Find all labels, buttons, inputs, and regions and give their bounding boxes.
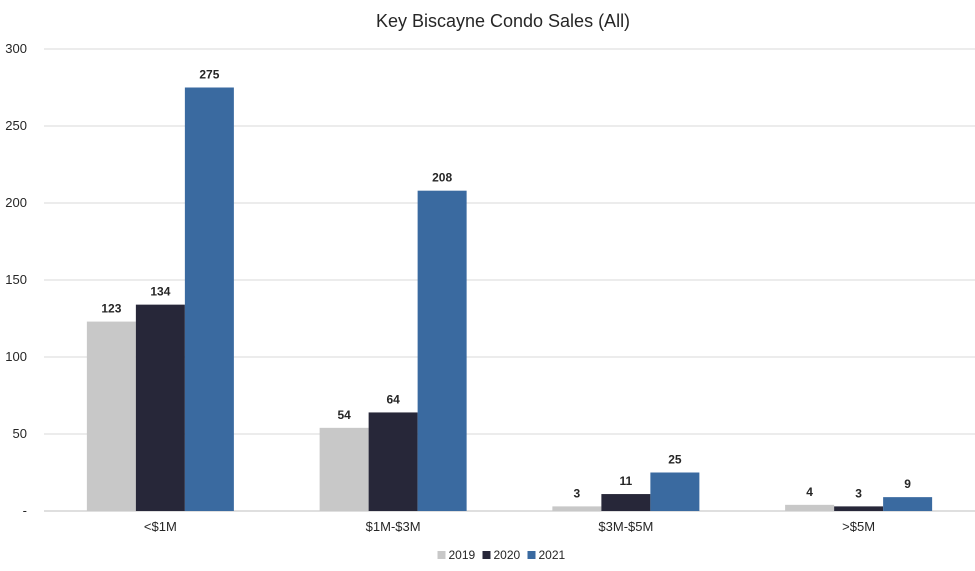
- y-tick-label: 50: [13, 426, 27, 441]
- legend-swatch-2019: [437, 551, 446, 559]
- bar-2020-0: [135, 304, 185, 511]
- x-category-label: $1M-$3M: [366, 519, 421, 534]
- bar-2019-2: [552, 506, 602, 511]
- data-label: 275: [199, 68, 219, 82]
- bar-2019-3: [785, 504, 835, 511]
- bars: [86, 87, 933, 511]
- y-tick-label: 250: [5, 118, 27, 133]
- bar-2019-1: [319, 427, 369, 511]
- bar-2021-1: [417, 190, 467, 511]
- data-label: 208: [432, 171, 452, 185]
- legend-label: 2020: [494, 548, 521, 562]
- legend: 2019 2020 2021: [437, 548, 566, 562]
- y-tick-label: -: [23, 503, 27, 518]
- bar-2021-3: [883, 497, 933, 511]
- y-axis-ticks: - 50 100 150 200 250 300: [5, 41, 27, 518]
- chart-title: Key Biscayne Condo Sales (All): [376, 11, 630, 31]
- data-label: 123: [101, 302, 121, 316]
- data-label: 3: [574, 486, 581, 500]
- data-label: 11: [620, 474, 633, 488]
- data-label: 4: [806, 485, 813, 499]
- bar-2020-1: [368, 412, 418, 511]
- bar-2021-0: [184, 87, 234, 511]
- y-tick-label: 100: [5, 349, 27, 364]
- x-axis-categories: <$1M $1M-$3M $3M-$5M >$5M: [144, 519, 875, 534]
- x-category-label: <$1M: [144, 519, 177, 534]
- bar-2021-2: [650, 472, 700, 511]
- y-tick-label: 150: [5, 272, 27, 287]
- y-tick-label: 200: [5, 195, 27, 210]
- data-label: 54: [337, 408, 351, 422]
- bar-2019-0: [86, 321, 136, 511]
- x-category-label: $3M-$5M: [598, 519, 653, 534]
- bar-2020-3: [834, 506, 884, 511]
- y-tick-label: 300: [5, 41, 27, 56]
- x-category-label: >$5M: [842, 519, 875, 534]
- data-label: 9: [904, 477, 911, 491]
- data-label: 25: [668, 453, 682, 467]
- legend-swatch-2020: [482, 551, 491, 559]
- legend-label: 2021: [539, 548, 566, 562]
- data-label: 64: [386, 392, 400, 406]
- bar-2020-2: [601, 494, 651, 511]
- legend-swatch-2021: [527, 551, 536, 559]
- data-label: 3: [855, 486, 862, 500]
- legend-label: 2019: [449, 548, 476, 562]
- data-label: 134: [150, 285, 170, 299]
- data-labels: 123 134 275 54 64 208 3 11 25 4 3 9: [101, 68, 911, 501]
